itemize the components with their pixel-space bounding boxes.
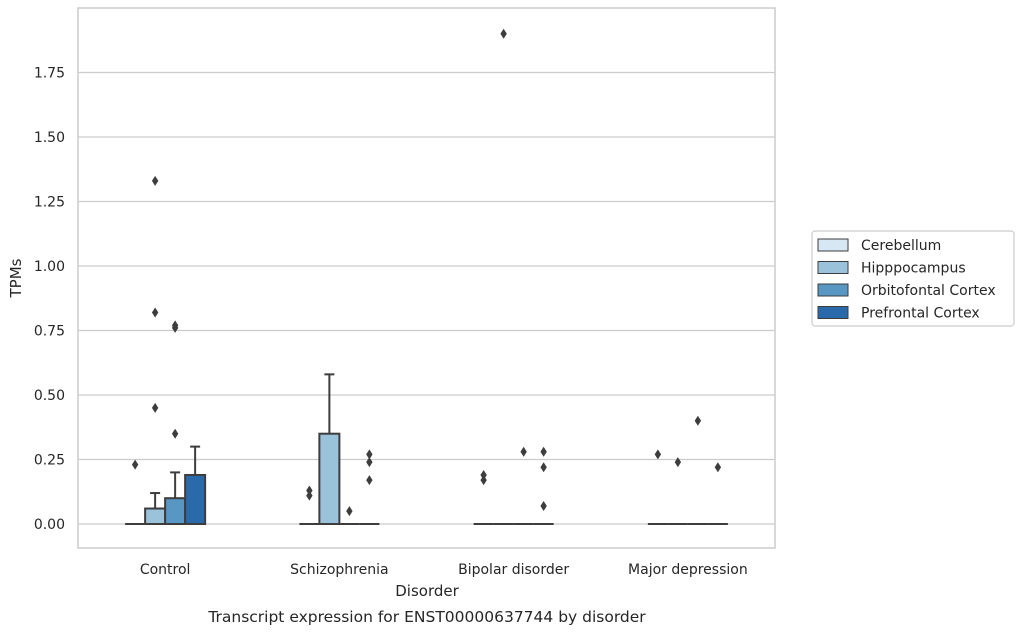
outlier-point — [151, 402, 159, 413]
outlier-point — [306, 490, 313, 501]
outlier-point — [171, 320, 179, 331]
outlier-point — [714, 462, 722, 473]
legend-swatch — [817, 238, 849, 252]
x-tick-label: Major depression — [628, 562, 748, 578]
outlier-point — [480, 475, 487, 486]
outlier-point — [500, 28, 507, 39]
outlier-point — [654, 449, 662, 460]
outlier-point — [366, 475, 373, 486]
plot-area — [125, 28, 728, 526]
y-tick-label: 1.00 — [34, 259, 65, 275]
outlier-point — [366, 449, 373, 460]
x-axis-title: Disorder — [395, 582, 459, 600]
outlier-point — [674, 457, 682, 468]
outlier-point — [520, 446, 527, 457]
y-tick-label: 0.25 — [34, 453, 65, 469]
legend: Cerebellum Hipppocampus Orbitofontal Corte… — [811, 230, 1015, 327]
y-axis-title: TPMs — [7, 258, 25, 298]
outlier-point — [540, 500, 547, 511]
x-tick-label: Control — [140, 562, 191, 578]
legend-swatch — [817, 283, 849, 297]
y-tick-label: 0.50 — [34, 388, 65, 404]
outlier-point — [131, 459, 139, 470]
y-tick-label: 1.75 — [34, 66, 65, 82]
legend-swatch — [817, 261, 849, 274]
box-prefrontal-cortex — [184, 473, 207, 526]
plot-frame — [77, 7, 776, 549]
chart-caption: Transcript expression for ENST0000063774… — [207, 608, 646, 626]
axes: 0.00 0.25 0.50 0.75 1.00 1.25 1.50 1.75 Control S… — [34, 7, 776, 578]
box-hipppocampus — [144, 507, 167, 525]
box-hipppocampus — [318, 432, 341, 526]
outlier-point — [694, 415, 702, 426]
outlier-point — [540, 462, 547, 473]
outlier-point — [480, 469, 487, 480]
x-tick-label: Bipolar disorder — [458, 562, 569, 578]
legend-box — [811, 230, 1015, 327]
y-tick-label: 0.75 — [34, 324, 65, 340]
y-tick-label: 1.50 — [34, 130, 65, 146]
outlier-point — [151, 307, 159, 318]
outlier-point — [171, 428, 179, 439]
x-tick-label: Schizophrenia — [290, 562, 388, 578]
legend-label: Orbitofontal Cortex — [861, 283, 996, 299]
legend-swatch — [817, 306, 849, 319]
legend-label: Prefrontal Cortex — [861, 306, 980, 322]
legend-label: Cerebellum — [861, 238, 941, 254]
gridlines — [78, 71, 775, 525]
legend-label: Hipppocampus — [861, 261, 966, 277]
outlier-point — [366, 457, 373, 468]
y-tick-label: 1.25 — [34, 195, 65, 211]
outlier-point — [346, 506, 353, 517]
box-orbitofontal-cortex — [164, 497, 187, 526]
y-tick-label: 0.00 — [34, 517, 65, 533]
outlier-point — [151, 175, 159, 186]
outlier-point — [540, 446, 547, 457]
outlier-point — [306, 485, 313, 496]
